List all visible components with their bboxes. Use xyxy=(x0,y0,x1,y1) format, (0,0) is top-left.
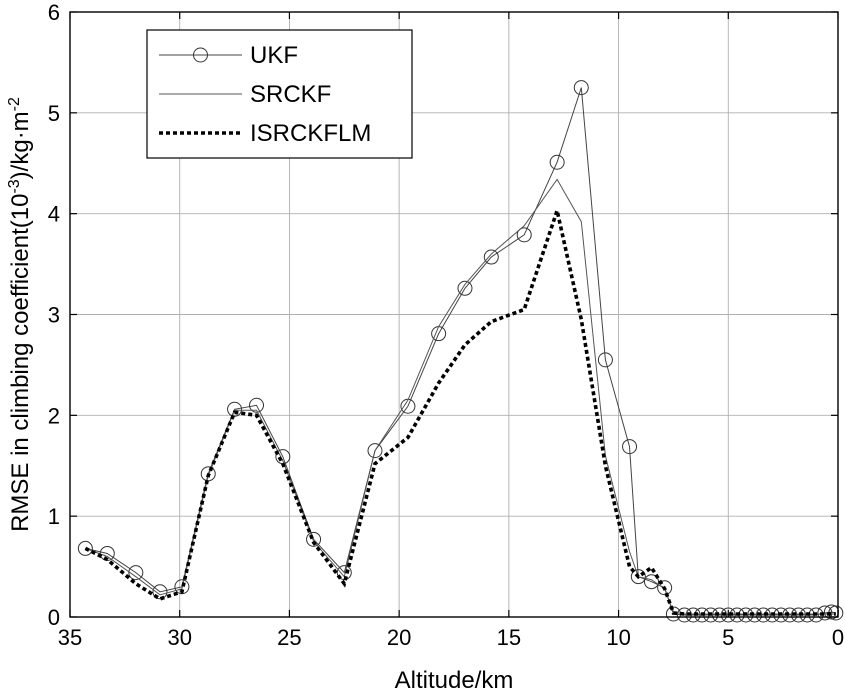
legend-label-srckf: SRCKF xyxy=(250,81,331,108)
data-point-ukf xyxy=(747,607,763,623)
x-tick-label: 35 xyxy=(58,625,82,650)
data-point-ukf xyxy=(174,579,190,595)
data-point-ukf xyxy=(685,607,701,623)
data-point-ukf xyxy=(720,607,736,623)
data-point-ukf xyxy=(367,443,383,459)
data-point-ukf xyxy=(249,397,265,413)
y-tick-label: 2 xyxy=(48,403,60,428)
y-axis-label-units: )/kg·m xyxy=(7,111,34,179)
data-point-ukf xyxy=(77,540,93,556)
data-point-ukf xyxy=(782,607,798,623)
x-tick-label: 0 xyxy=(832,625,844,650)
data-point-ukf xyxy=(712,607,728,623)
y-tick-label: 3 xyxy=(48,303,60,328)
data-point-ukf xyxy=(128,565,144,581)
data-point-ukf xyxy=(516,227,532,243)
legend-marker-ukf xyxy=(193,47,208,63)
data-point-ukf xyxy=(630,569,646,585)
y-axis-label: RMSE in climbing coefficient(10-3)/kg·m-… xyxy=(6,97,34,532)
data-point-ukf xyxy=(597,352,613,368)
x-tick-label: 15 xyxy=(497,625,521,650)
data-point-ukf xyxy=(573,80,589,96)
y-tick-label: 6 xyxy=(48,0,60,25)
y-tick-label: 5 xyxy=(48,101,60,126)
tick-layer: 35 30 25 20 15 10 5 0 0 1 2 3 4 5 6 xyxy=(48,0,844,650)
data-point-ukf xyxy=(306,531,322,547)
data-point-ukf xyxy=(622,439,638,455)
legend: UKF SRCKF ISRCKFLM xyxy=(146,29,413,159)
svg-text:RMSE in climbing coefficient(1: RMSE in climbing coefficient(10-3)/kg·m-… xyxy=(6,97,34,532)
x-tick-label: 20 xyxy=(387,625,411,650)
y-axis-label-exponent: -3 xyxy=(6,179,23,193)
legend-label-ukf: UKF xyxy=(250,42,298,69)
data-point-ukf xyxy=(755,607,771,623)
x-axis-label: Altitude/km xyxy=(395,667,514,691)
series-layer xyxy=(77,80,844,623)
y-axis-label-units-exponent: -2 xyxy=(6,97,23,111)
y-axis-label-main: RMSE in climbing coefficient(10 xyxy=(7,194,34,532)
data-point-ukf xyxy=(457,280,473,296)
data-point-ukf xyxy=(152,584,168,600)
data-point-ukf xyxy=(483,249,499,265)
data-point-ukf xyxy=(676,607,692,623)
y-tick-label: 1 xyxy=(48,504,60,529)
x-tick-label: 10 xyxy=(606,625,630,650)
y-tick-label: 4 xyxy=(48,202,60,227)
x-tick-label: 30 xyxy=(167,625,191,650)
series-line-isrckflm xyxy=(84,203,836,616)
data-point-ukf xyxy=(549,154,565,170)
x-tick-label: 5 xyxy=(722,625,734,650)
legend-label-isrckflm: ISRCKFLM xyxy=(250,120,371,147)
y-tick-label: 0 xyxy=(48,605,60,630)
data-point-ukf xyxy=(817,605,833,621)
data-point-ukf xyxy=(657,580,673,596)
series-isrckflm xyxy=(84,203,836,616)
data-point-ukf xyxy=(791,607,807,623)
x-tick-label: 25 xyxy=(277,625,301,650)
